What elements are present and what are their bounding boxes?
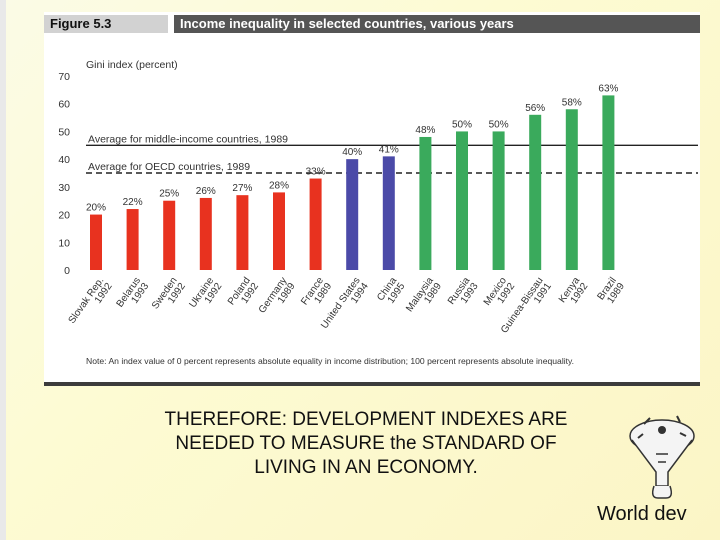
y-tick-label: 40 — [58, 154, 70, 166]
chart: Gini index (percent) Average for middle-… — [58, 59, 698, 366]
figure-number: Figure 5.3 — [44, 15, 168, 33]
bar-value-label: 27% — [232, 183, 252, 194]
bar-value-label: 40% — [342, 147, 362, 158]
caption-line-1: THEREFORE: DEVELOPMENT INDEXES ARE — [164, 409, 568, 430]
bar-value-label: 25% — [159, 189, 179, 200]
slide-caption: THEREFORE: DEVELOPMENT INDEXES ARE NEEDE… — [96, 408, 636, 480]
bar — [126, 209, 139, 270]
bar-value-label: 20% — [86, 203, 106, 214]
y-tick-label: 20 — [58, 210, 70, 222]
figure-panel: Figure 5.3 Income inequality in selected… — [44, 12, 700, 386]
bar — [456, 131, 468, 270]
y-tick-label: 10 — [58, 237, 70, 249]
bar-value-label: 22% — [123, 197, 143, 208]
funnel-logo — [629, 415, 695, 499]
bar — [492, 131, 505, 270]
y-axis-label: Gini index (percent) — [86, 59, 178, 71]
bar — [236, 195, 249, 270]
bar — [529, 114, 542, 270]
bar-value-label: 50% — [452, 119, 472, 130]
bar — [199, 197, 212, 270]
bar-value-label: 48% — [415, 125, 435, 136]
x-tick-label: Slovak Rep.1992 — [67, 275, 115, 325]
bar — [565, 109, 578, 270]
figure-title: Income inequality in selected countries,… — [174, 15, 700, 33]
reference-line-label: Average for middle-income countries, 198… — [88, 133, 288, 145]
bar-value-label: 50% — [489, 119, 509, 130]
y-tick-label: 0 — [64, 265, 70, 277]
bar-value-label: 56% — [525, 103, 545, 114]
bar — [419, 136, 432, 270]
bar — [382, 156, 395, 270]
bar-value-label: 63% — [598, 83, 618, 94]
caption-line-3: LIVING IN AN ECONOMY. — [254, 457, 478, 478]
figure-header: Figure 5.3 Income inequality in selected… — [44, 12, 700, 36]
caption-line-2: NEEDED TO MEASURE the STANDARD OF — [175, 433, 557, 454]
y-tick-label: 60 — [58, 99, 70, 111]
y-tick-label: 50 — [58, 126, 70, 138]
bar — [309, 178, 322, 270]
bar-value-label: 26% — [196, 186, 216, 197]
bar-value-label: 28% — [269, 180, 289, 191]
bar — [346, 159, 359, 270]
bar — [163, 200, 176, 270]
bar — [90, 214, 102, 270]
bar-value-label: 41% — [379, 144, 399, 155]
bar — [273, 192, 285, 270]
bars: 20% 22% 25% 26% 27% 28% 33% 40% 41% 48% 50% 50% 56% 5… — [86, 83, 619, 271]
figure-note: Note: An index value of 0 percent repres… — [86, 356, 574, 366]
footer-label: World dev — [597, 503, 687, 525]
slide-edge — [0, 0, 6, 540]
bar — [602, 95, 615, 271]
bar-value-label: 58% — [562, 97, 582, 108]
y-axis-ticks: 0 10 20 30 40 50 60 70 — [58, 71, 70, 277]
bar-value-label: 33% — [306, 167, 326, 178]
reference-line-label: Average for OECD countries, 1989 — [88, 161, 250, 173]
y-tick-label: 70 — [58, 71, 70, 83]
y-tick-label: 30 — [58, 182, 70, 194]
